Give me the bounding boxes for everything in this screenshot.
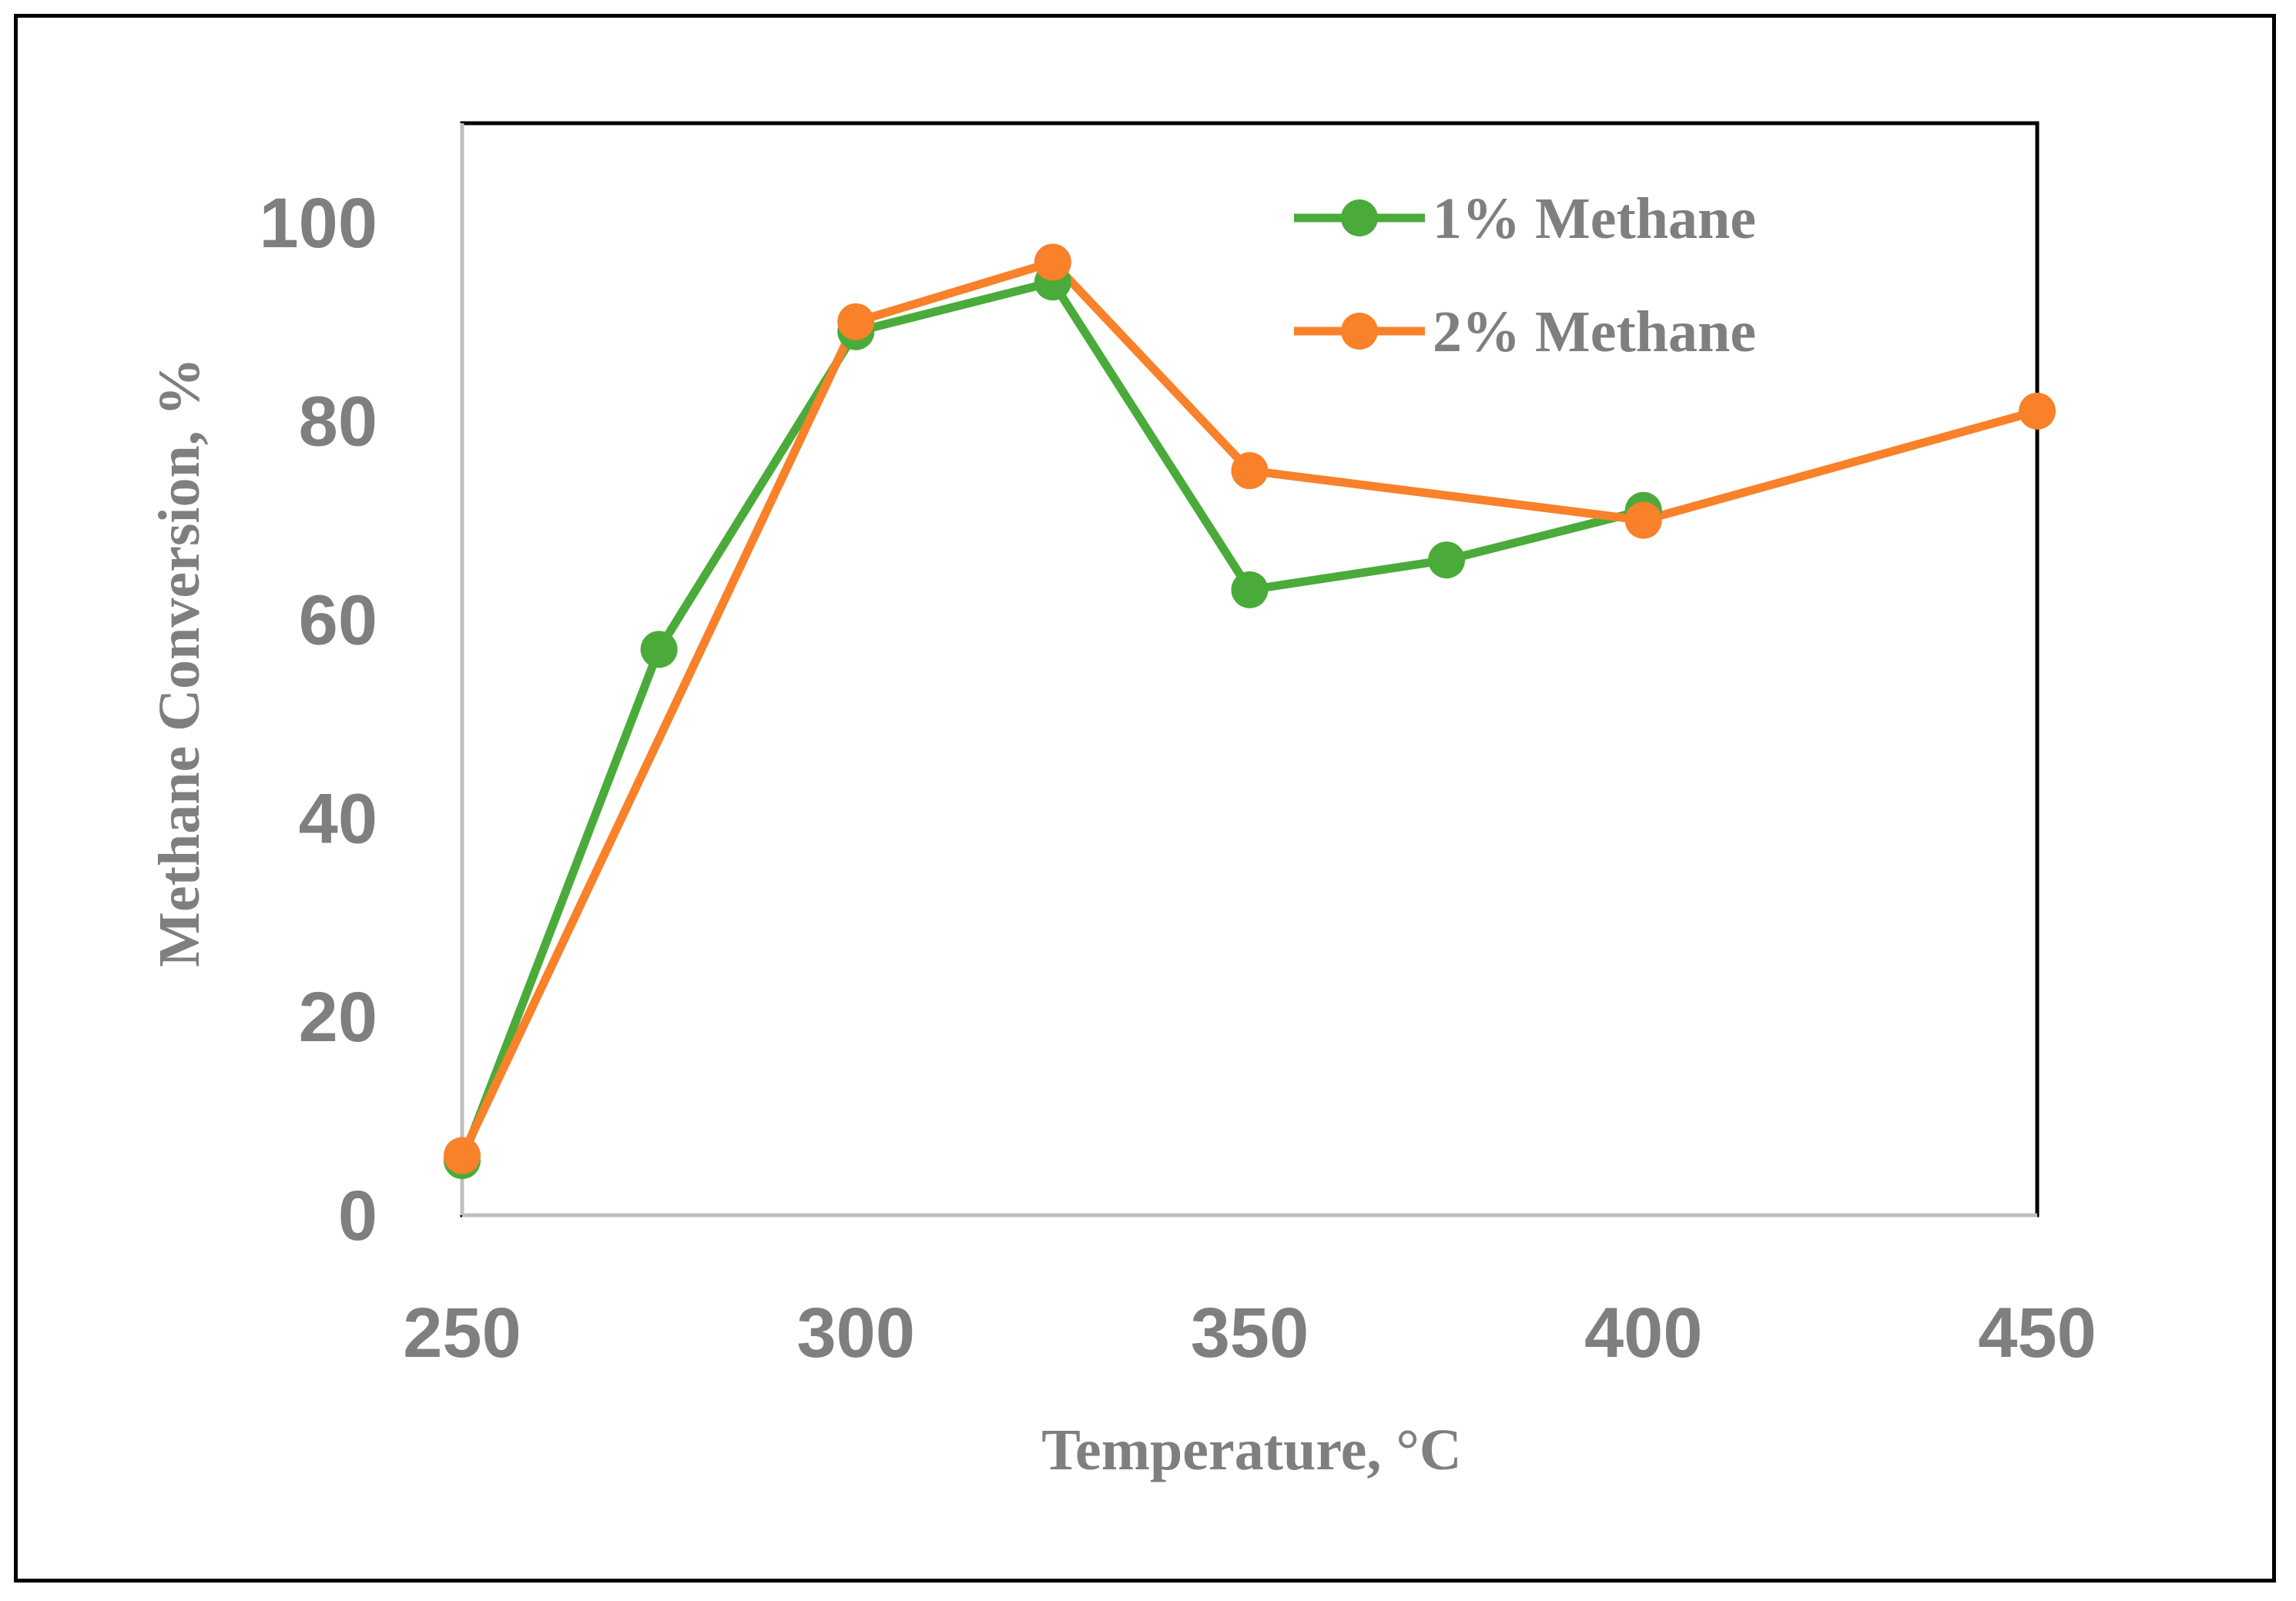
- y-tick-label: 20: [299, 978, 377, 1057]
- series-2-point: [1624, 501, 1662, 539]
- series-1-point: [1231, 571, 1269, 608]
- legend-label-1pct: 1% Methane: [1433, 186, 1756, 251]
- legend-label-2pct: 2% Methane: [1433, 300, 1756, 364]
- series-line-1: [458, 277, 1645, 1163]
- series-2-point: [1231, 452, 1269, 490]
- legend-marker-2pct: [1341, 313, 1378, 350]
- series-layer: [444, 243, 2056, 1180]
- x-tick-label: 450: [1978, 1294, 2097, 1372]
- legend: 1% Methane 2% Methane: [1294, 186, 1756, 364]
- y-axis-title: Methane Conversion, %: [147, 357, 212, 967]
- y-tick-labels: 0 20 40 60 80 100: [260, 184, 378, 1255]
- y-tick-label: 80: [299, 383, 377, 461]
- x-tick-label: 300: [797, 1294, 916, 1372]
- legend-marker-1pct: [1341, 199, 1378, 236]
- y-tick-label: 40: [299, 779, 377, 858]
- figure-frame: [14, 14, 2276, 1583]
- y-tick-label: 60: [299, 581, 377, 660]
- series-2-point: [2019, 392, 2056, 430]
- series-line-2: [458, 257, 2039, 1158]
- series-2-point: [837, 303, 875, 340]
- x-axis-title: Temperature, °C: [1041, 1418, 1461, 1482]
- x-tick-label: 250: [403, 1294, 521, 1372]
- x-tick-labels: 250 300 350 400 450: [403, 1294, 2097, 1372]
- series-2-point: [1034, 243, 1071, 281]
- y-tick-label: 100: [260, 184, 378, 263]
- x-tick-label: 350: [1191, 1294, 1309, 1372]
- x-tick-label: 400: [1584, 1294, 1703, 1372]
- y-tick-label: 0: [338, 1177, 377, 1255]
- plot-area: [460, 121, 2040, 1217]
- series-2-point: [444, 1137, 481, 1174]
- series-1-point: [640, 631, 678, 668]
- series-1-point: [1428, 541, 1466, 579]
